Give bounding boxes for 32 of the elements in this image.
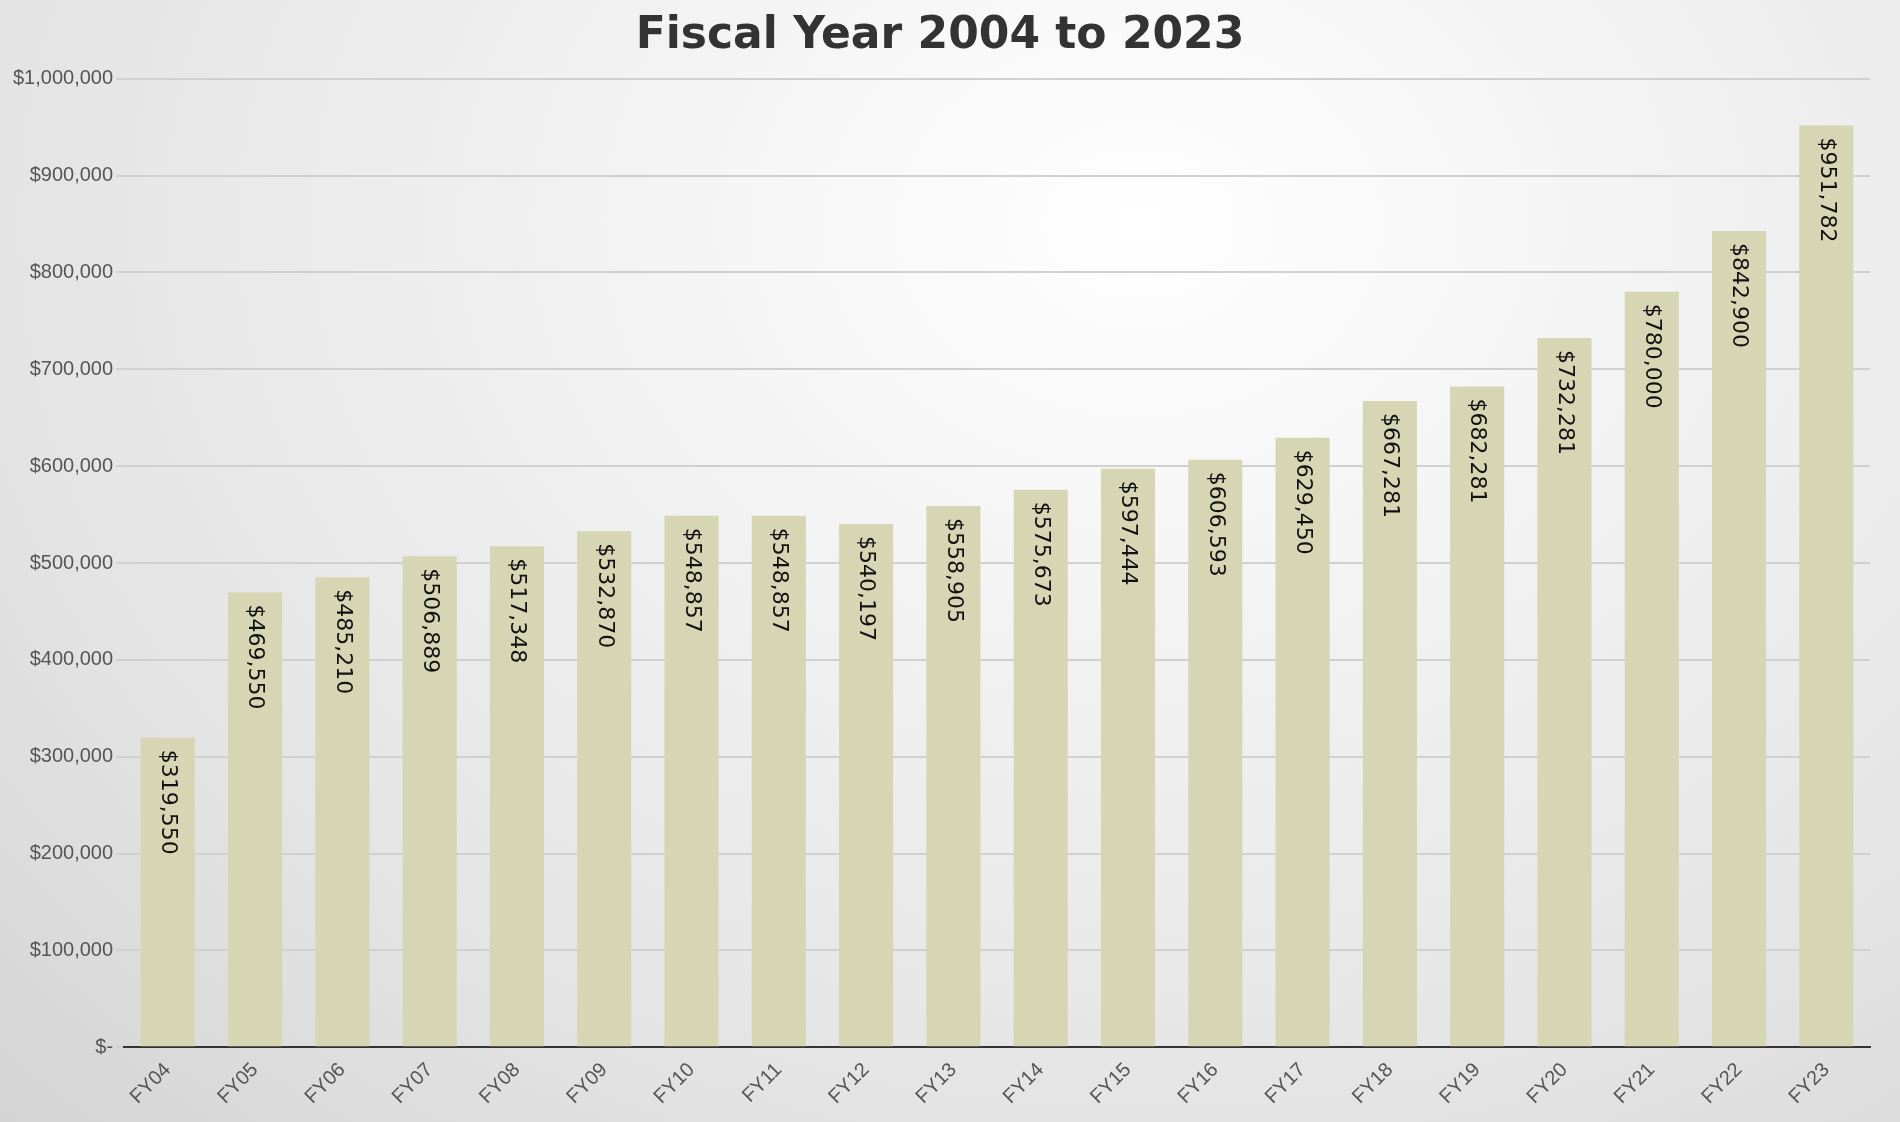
data-label: $606,593 [1204, 471, 1230, 577]
data-label: $506,889 [418, 568, 444, 674]
y-tick-label: $400,000 [29, 647, 114, 670]
y-tick-label: $300,000 [29, 744, 114, 767]
data-label: $548,857 [768, 527, 794, 633]
data-label: $597,444 [1117, 480, 1143, 586]
y-tick-label: $900,000 [29, 163, 114, 186]
data-label: $485,210 [331, 589, 357, 695]
data-label: $682,281 [1466, 398, 1492, 504]
data-label: $780,000 [1641, 303, 1667, 409]
data-label: $842,900 [1728, 242, 1754, 348]
data-label: $558,905 [942, 517, 968, 623]
data-label: $951,782 [1815, 137, 1841, 243]
data-label: $532,870 [593, 543, 619, 649]
y-tick-label: $200,000 [29, 841, 114, 864]
data-label: $575,673 [1029, 501, 1055, 607]
y-tick-label: $800,000 [29, 260, 114, 282]
data-label: $548,857 [680, 527, 706, 633]
y-tick-label: $1,000,000 [12, 66, 114, 89]
y-tick-label: $- [95, 1034, 114, 1057]
y-tick-label: $500,000 [29, 550, 114, 573]
data-label: $540,197 [855, 536, 881, 642]
data-label: $517,348 [506, 558, 532, 664]
data-label: $469,550 [244, 604, 270, 710]
data-label: $732,281 [1553, 350, 1579, 456]
y-tick-label: $100,000 [29, 937, 114, 960]
chart-title: Fiscal Year 2004 to 2023 [635, 6, 1245, 58]
y-tick-label: $600,000 [29, 453, 114, 476]
data-label: $319,550 [157, 749, 183, 855]
data-label: $629,450 [1291, 449, 1317, 555]
data-label: $667,281 [1379, 413, 1405, 518]
y-tick-label: $700,000 [29, 356, 114, 379]
